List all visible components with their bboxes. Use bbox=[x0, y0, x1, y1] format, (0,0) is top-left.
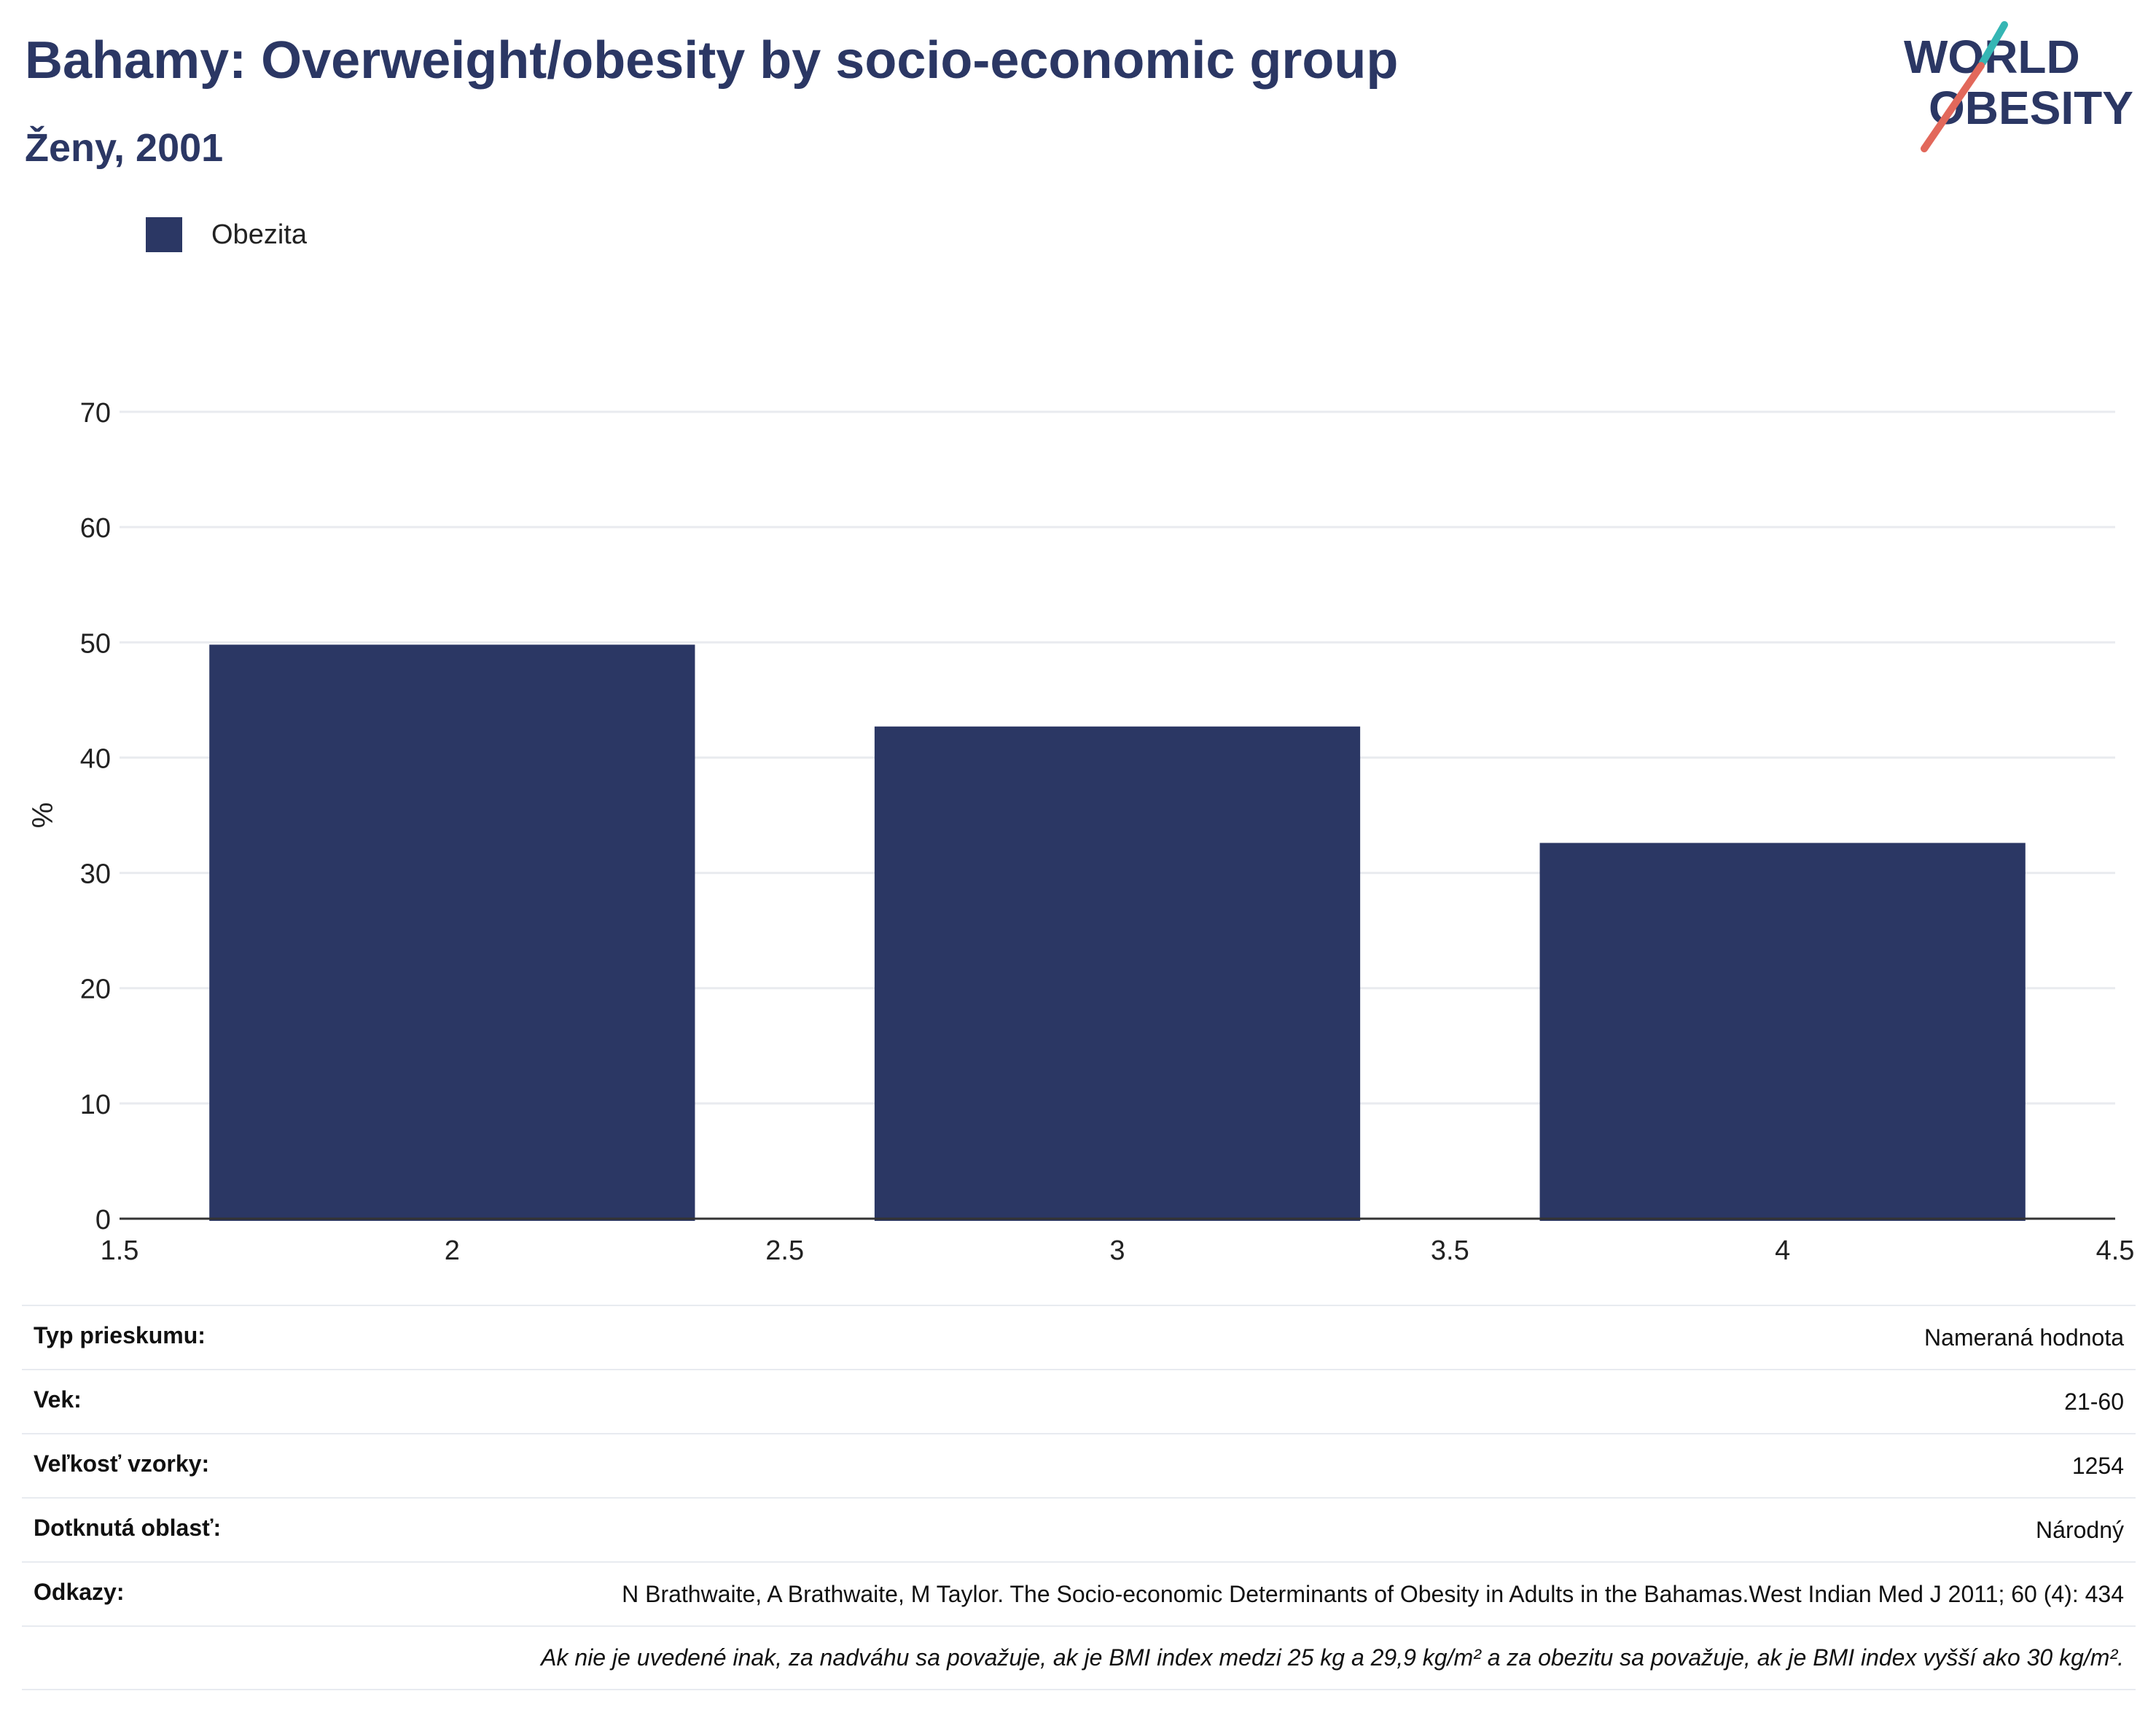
legend-label: Obezita bbox=[211, 219, 307, 250]
chart-legend: Obezita bbox=[146, 217, 307, 252]
x-tick-label: 4.5 bbox=[2096, 1235, 2135, 1266]
chart-subtitle: Ženy, 2001 bbox=[25, 126, 224, 170]
x-tick-label: 2 bbox=[445, 1235, 460, 1266]
world-obesity-logo: WORLD OBESITY bbox=[1904, 21, 2133, 152]
info-label: Odkazy: bbox=[34, 1579, 125, 1605]
axes: 0 10 20 30 40 50 60 70 1.5 2 2.5 3 3.5 4 4.5% bbox=[27, 398, 2134, 1266]
bar bbox=[1539, 843, 2026, 1221]
definition-note: Ak nie je uvedené inak, za nadváhu sa po… bbox=[22, 1625, 2136, 1690]
x-tick-label: 2.5 bbox=[765, 1235, 804, 1266]
bar bbox=[209, 644, 695, 1221]
x-tick-label: 3 bbox=[1109, 1235, 1125, 1266]
y-tick-label: 30 bbox=[80, 859, 111, 890]
y-tick-label: 10 bbox=[80, 1090, 111, 1120]
info-value: 1254 bbox=[2071, 1453, 2124, 1479]
y-tick-label: 50 bbox=[80, 628, 111, 659]
info-label: Veľkosť vzorky: bbox=[34, 1450, 210, 1477]
info-row: Veľkosť vzorky: 1254 bbox=[22, 1433, 2136, 1497]
info-label: Typ prieskumu: bbox=[34, 1322, 206, 1348]
info-row: Typ prieskumu: Nameraná hodnota bbox=[22, 1305, 2136, 1369]
y-tick-label: 60 bbox=[80, 513, 111, 544]
bars bbox=[209, 644, 2026, 1221]
logo-red-slash bbox=[1921, 62, 1985, 152]
info-label: Dotknutá oblasť: bbox=[34, 1515, 222, 1541]
chart-title: Bahamy: Overweight/obesity by socio-econ… bbox=[25, 31, 1399, 90]
logo-teal-slash bbox=[1979, 21, 2008, 66]
y-tick-label: 70 bbox=[80, 398, 111, 429]
info-row: Odkazy: N Brathwaite, A Brathwaite, M Tay… bbox=[22, 1561, 2136, 1625]
y-tick-label: 40 bbox=[80, 743, 111, 774]
info-value: Národný bbox=[2036, 1517, 2124, 1543]
info-value: Nameraná hodnota bbox=[1924, 1324, 2124, 1351]
x-tick-label: 1.5 bbox=[101, 1235, 139, 1266]
info-row: Vek: 21-60 bbox=[22, 1369, 2136, 1433]
x-tick-label: 4 bbox=[1775, 1235, 1790, 1266]
info-value: N Brathwaite, A Brathwaite, M Taylor. Th… bbox=[622, 1581, 2124, 1607]
info-label: Vek: bbox=[34, 1386, 82, 1413]
info-row: Dotknutá oblasť: Národný bbox=[22, 1497, 2136, 1561]
bar bbox=[874, 726, 1361, 1221]
survey-info-table: Typ prieskumu: Nameraná hodnota Vek: 21-60 V… bbox=[22, 1305, 2136, 1690]
y-axis-label: % bbox=[27, 802, 59, 829]
info-value: 21-60 bbox=[2064, 1389, 2124, 1415]
y-tick-label: 0 bbox=[95, 1205, 111, 1235]
y-tick-label: 20 bbox=[80, 975, 111, 1005]
bar-chart: 0 10 20 30 40 50 60 70 1.5 2 2.5 3 3.5 4 4.5% bbox=[27, 398, 2134, 1266]
x-tick-label: 3.5 bbox=[1431, 1235, 1469, 1266]
legend-swatch bbox=[146, 217, 182, 252]
